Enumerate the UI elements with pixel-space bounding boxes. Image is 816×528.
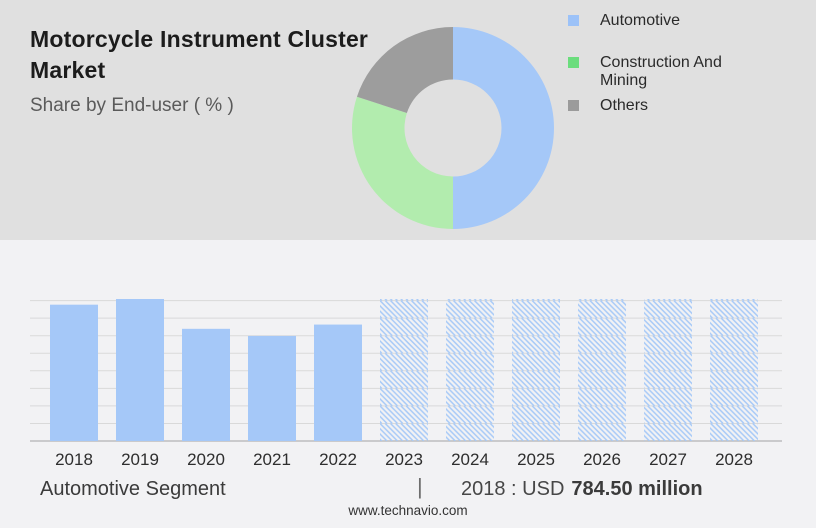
forecast-bar-2026 bbox=[578, 299, 626, 441]
forecast-bar-2027 bbox=[644, 299, 692, 441]
forecast-bar-2024 bbox=[446, 299, 494, 441]
market-value-prefix: 2018 : USD bbox=[461, 478, 565, 500]
bottom-section: 2018 2019 2020 2021 2022 2023 2024 2025 2026 2027… bbox=[0, 240, 816, 528]
market-value-amount: 784.50 million bbox=[571, 478, 703, 500]
x-axis-label-2019: 2019 bbox=[121, 450, 159, 469]
bar-2019 bbox=[116, 299, 164, 441]
bar-chart: 2018 2019 2020 2021 2022 2023 2024 2025 2026 2027… bbox=[30, 299, 782, 469]
legend-label-others: Others bbox=[600, 97, 649, 114]
segment-label: Automotive Segment bbox=[40, 478, 226, 500]
legend-label-automotive: Automotive bbox=[600, 12, 681, 29]
top-section: Motorcycle Instrument Cluster Market Sha… bbox=[0, 0, 816, 240]
legend-item-automotive: Automotive bbox=[568, 12, 798, 30]
legend-item-others: Others bbox=[568, 97, 798, 115]
donut-segment-construction-and-mining bbox=[352, 96, 453, 229]
donut-legend: Automotive Construction And Mining Other… bbox=[568, 12, 798, 115]
forecast-bar-2025 bbox=[512, 299, 560, 441]
x-axis-label-2022: 2022 bbox=[319, 450, 357, 469]
title-block: Motorcycle Instrument Cluster Market Sha… bbox=[30, 24, 375, 117]
x-axis-label-2020: 2020 bbox=[187, 450, 225, 469]
bar-2021 bbox=[248, 335, 296, 441]
bar-2020 bbox=[182, 328, 230, 441]
bar-2018 bbox=[50, 304, 98, 441]
x-axis-label-2027: 2027 bbox=[649, 450, 687, 469]
market-value: 2018 : USD 784.50 million bbox=[461, 478, 703, 501]
x-axis-label-2018: 2018 bbox=[55, 450, 93, 469]
page-title: Motorcycle Instrument Cluster Market bbox=[30, 26, 369, 83]
legend-swatch-others bbox=[568, 100, 579, 111]
forecast-bar-2028 bbox=[710, 299, 758, 441]
x-axis-label-2021: 2021 bbox=[253, 450, 291, 469]
x-axis-label-2025: 2025 bbox=[517, 450, 555, 469]
legend-swatch-construction-and-mining bbox=[568, 57, 579, 68]
donut-segment-automotive bbox=[453, 27, 554, 229]
website-url: www.technavio.com bbox=[348, 503, 468, 518]
legend-swatch-automotive bbox=[568, 15, 579, 26]
bar-2022 bbox=[314, 324, 362, 441]
x-axis-label-2024: 2024 bbox=[451, 450, 489, 469]
donut-segment-others bbox=[356, 27, 453, 114]
chart-subtitle: Share by End-user ( % ) bbox=[30, 95, 234, 116]
donut-chart bbox=[352, 27, 554, 229]
legend-label-construction-and-mining: Construction And Mining bbox=[600, 54, 722, 89]
x-axis-label-2023: 2023 bbox=[385, 450, 423, 469]
legend-item-construction-and-mining: Construction And Mining bbox=[568, 54, 798, 90]
forecast-bar-2023 bbox=[380, 299, 428, 441]
x-axis-label-2026: 2026 bbox=[583, 450, 621, 469]
x-axis-label-2028: 2028 bbox=[715, 450, 753, 469]
footer-separator: | bbox=[417, 474, 423, 499]
